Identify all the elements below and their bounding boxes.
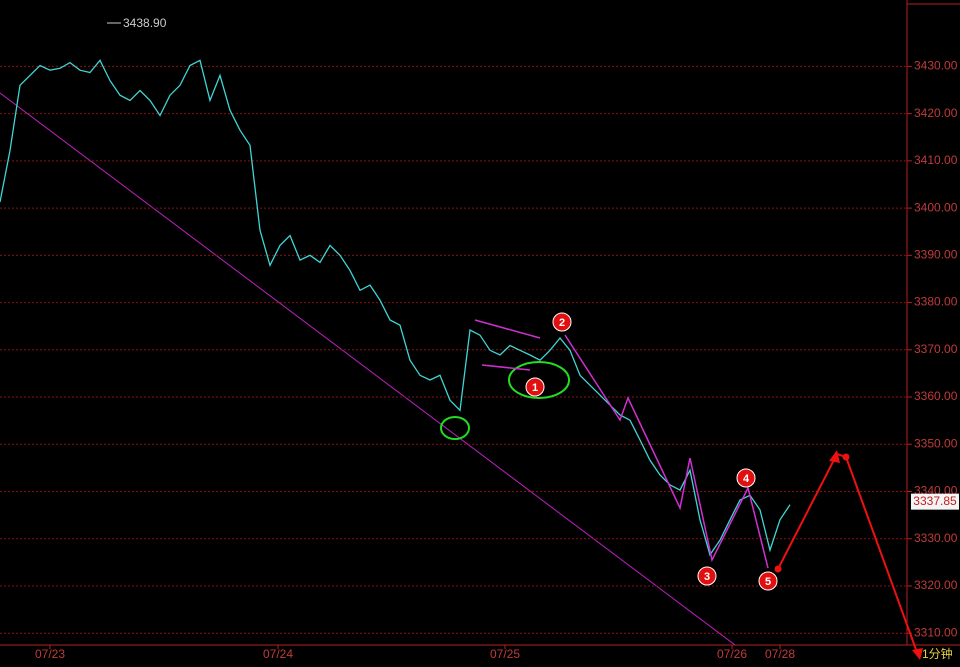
y-tick-label: 3410.00: [914, 153, 958, 167]
y-tick-label: 3380.00: [914, 295, 958, 309]
wave-number: 4: [743, 473, 750, 485]
highlight-ellipse: [440, 416, 470, 440]
y-tick-label: 3310.00: [914, 625, 958, 639]
wave-number: 1: [532, 382, 538, 394]
y-tick-label: 3350.00: [914, 436, 958, 450]
wave-label: 1 2 3 4 5: [525, 312, 778, 591]
y-tick-label: 3390.00: [914, 248, 958, 262]
forecast-point: [774, 565, 782, 573]
x-tick-label: 07/25: [490, 647, 520, 661]
wave-number: 3: [704, 571, 710, 583]
y-tick-label: 3330.00: [914, 531, 958, 545]
wave-path: [564, 334, 769, 569]
wave-badge: [525, 377, 545, 397]
wave-number: 5: [765, 576, 771, 588]
x-tick-label: 07/26: [717, 647, 747, 661]
wave-number: 2: [559, 317, 565, 329]
forecast-arrow: [777, 452, 919, 656]
arrow-head: [829, 450, 840, 463]
price-tag-label: 3337.85: [913, 494, 957, 508]
x-tick-label: 07/23: [35, 647, 65, 661]
wave-arrow: [474, 319, 541, 339]
wave-badge: [697, 566, 717, 586]
y-tick-label: 3370.00: [914, 342, 958, 356]
trend-line: [0, 92, 736, 646]
period-label: 1分钟: [922, 646, 953, 661]
y-tick-label: 3420.00: [914, 106, 958, 120]
wave-badge: [758, 571, 778, 591]
price-tag: [911, 493, 959, 510]
y-tick-label: 3430.00: [914, 59, 958, 73]
x-tick-label: 07/28: [765, 647, 795, 661]
plot-area: 3310.003320.003330.003340.003350.003360.…: [0, 59, 959, 661]
legend-label: 3438.90: [123, 16, 167, 30]
y-tick-label: 3400.00: [914, 200, 958, 214]
wave-badge: [552, 312, 572, 332]
price-line: [0, 59, 791, 557]
y-tick-label: 3360.00: [914, 389, 958, 403]
arrow-head: [912, 648, 923, 660]
x-tick-label: 07/24: [263, 647, 293, 661]
forecast-point: [842, 453, 850, 461]
highlight-ellipse: [508, 361, 570, 399]
wave-arrow: [481, 364, 531, 371]
y-tick-label: 3320.00: [914, 578, 958, 592]
wave-badge: [736, 468, 756, 488]
